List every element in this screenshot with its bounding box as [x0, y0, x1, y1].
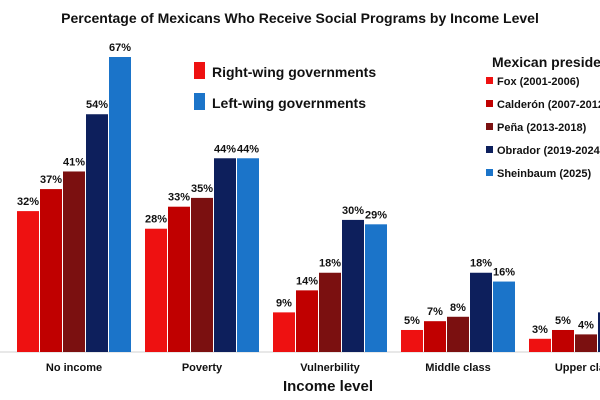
group-legend: Right-wing governments Left-wing governm… — [194, 62, 376, 111]
bar — [191, 197, 213, 352]
legend-title: Mexican presidents — [492, 54, 600, 70]
bar — [401, 329, 423, 352]
bar — [493, 281, 515, 352]
data-label: 35% — [191, 183, 213, 195]
legend-label: Peña (2013-2018) — [497, 122, 587, 134]
data-label: 30% — [342, 205, 364, 217]
bar — [575, 334, 597, 352]
data-label: 32% — [17, 196, 39, 208]
legend-swatch-left-wing — [194, 93, 205, 110]
data-label: 9% — [276, 297, 292, 309]
legend-swatch — [486, 146, 493, 153]
bar — [237, 158, 259, 352]
data-label: 44% — [237, 143, 259, 155]
x-tick-label: Vulnerbility — [300, 362, 360, 374]
bar — [17, 211, 39, 352]
bar — [86, 114, 108, 353]
legend-swatch — [486, 77, 493, 84]
data-label: 5% — [404, 315, 420, 327]
legend-swatch — [486, 123, 493, 130]
x-tick-label: Upper class — [555, 362, 600, 374]
president-legend: Mexican presidents Fox (2001-2006) Calder… — [486, 54, 600, 180]
x-tick-label: No income — [46, 362, 102, 374]
legend-swatch-right-wing — [194, 62, 205, 79]
data-label: 5% — [555, 315, 571, 327]
data-label: 54% — [86, 99, 108, 111]
legend-swatch — [486, 100, 493, 107]
legend-label-left-wing: Left-wing governments — [212, 95, 366, 111]
x-tick-label: Poverty — [182, 362, 223, 374]
bar — [296, 290, 318, 352]
bar — [598, 312, 600, 352]
bar — [40, 189, 62, 352]
legend-swatch — [486, 169, 493, 176]
bar — [273, 312, 295, 352]
data-label: 3% — [532, 324, 548, 336]
legend-label: Obrador (2019-2024) — [497, 145, 600, 157]
bar — [447, 316, 469, 352]
chart-title: Percentage of Mexicans Who Receive Socia… — [61, 10, 539, 26]
bar — [552, 329, 574, 352]
data-label: 29% — [365, 209, 387, 221]
bar — [470, 272, 492, 352]
bar — [63, 171, 85, 352]
data-label: 41% — [63, 156, 85, 168]
data-label: 67% — [109, 42, 131, 54]
bar — [319, 272, 341, 352]
bar — [342, 219, 364, 352]
bar — [529, 338, 551, 352]
legend-label: Calderón (2007-2012) — [497, 99, 600, 111]
data-label: 7% — [427, 306, 443, 318]
bar — [168, 206, 190, 352]
data-label: 28% — [145, 214, 167, 226]
x-axis-label: Income level — [283, 378, 373, 395]
data-label: 18% — [319, 258, 341, 270]
data-label: 8% — [450, 302, 466, 314]
legend-label-right-wing: Right-wing governments — [212, 64, 376, 80]
legend-label: Sheinbaum (2025) — [497, 168, 591, 180]
data-label: 37% — [40, 174, 62, 186]
bar — [145, 228, 167, 352]
legend-label: Fox (2001-2006) — [497, 76, 580, 88]
data-label: 14% — [296, 275, 318, 287]
bar — [214, 158, 236, 352]
data-label: 16% — [493, 267, 515, 279]
bar — [365, 224, 387, 352]
x-tick-label: Middle class — [425, 362, 490, 374]
bar — [424, 321, 446, 352]
data-label: 44% — [214, 143, 236, 155]
bar — [109, 57, 131, 352]
data-label: 33% — [168, 192, 190, 204]
data-label: 4% — [578, 319, 594, 331]
data-label: 18% — [470, 258, 492, 270]
